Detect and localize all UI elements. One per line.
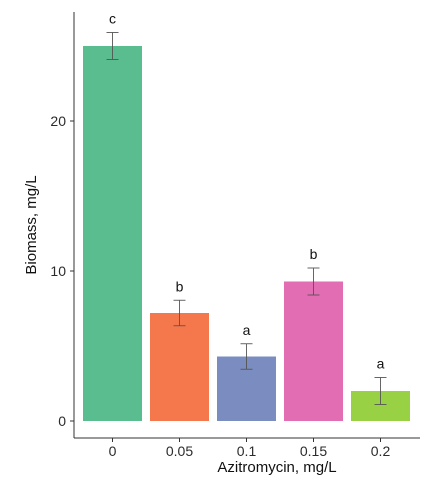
x-axis-title: Azitromycin, mg/L [217, 459, 336, 476]
bar-0 [83, 46, 142, 421]
bar-0.05 [150, 313, 209, 421]
significance-labels-layer: c b a b a [109, 11, 385, 372]
error-bars-layer [106, 32, 387, 405]
y-ticks-layer: 0 10 20 [50, 113, 74, 429]
significance-label-0.15: b [310, 246, 318, 262]
x-tick-label-0.05: 0.05 [166, 443, 193, 459]
y-tick-label-0: 0 [58, 413, 66, 429]
y-tick-label-10: 10 [50, 263, 66, 279]
significance-label-0: c [109, 11, 116, 27]
y-tick-label-20: 20 [50, 113, 66, 129]
bars-layer [83, 46, 410, 421]
y-axis-title: Biomass, mg/L [23, 175, 40, 274]
x-ticks-layer: 0 0.05 0.1 0.15 0.2 [109, 438, 391, 459]
x-tick-label-0: 0 [109, 443, 117, 459]
x-tick-label-0.1: 0.1 [237, 443, 257, 459]
x-tick-label-0.2: 0.2 [371, 443, 391, 459]
bar-0.15 [284, 281, 343, 421]
x-tick-label-0.15: 0.15 [300, 443, 327, 459]
significance-label-0.1: a [243, 322, 251, 338]
significance-label-0.05: b [176, 278, 184, 294]
significance-label-0.2: a [377, 356, 385, 372]
